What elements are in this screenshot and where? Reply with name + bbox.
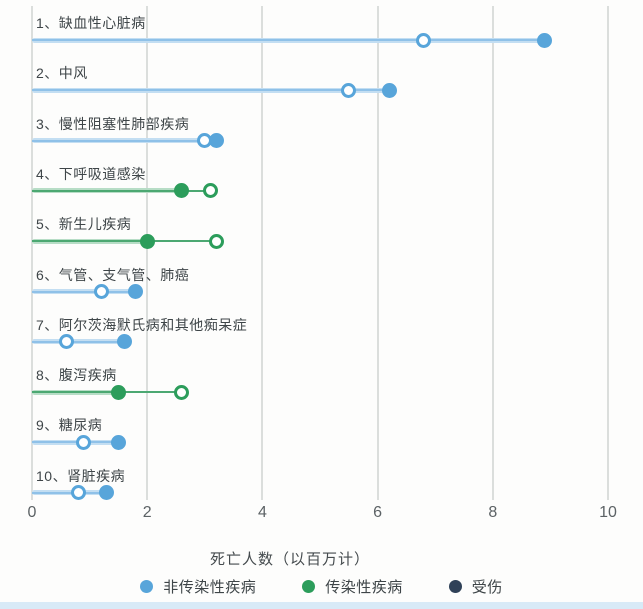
x-tick-label: 2 [142,504,152,521]
connector-line [32,391,182,394]
row-label: 1、缺血性心脏病 [36,15,146,31]
row-label: 3、慢性阻塞性肺部疾病 [36,115,190,132]
filled-dot[interactable] [174,183,190,199]
filled-dot[interactable] [537,32,553,48]
gridline-x8 [491,6,494,500]
row-label: 4、下呼吸道感染 [36,165,146,182]
connector-line [32,89,390,92]
gridline-x6 [376,6,379,500]
x-tick-label: 10 [599,504,617,521]
filled-dot[interactable] [110,384,126,400]
gridline-x0 [31,6,33,500]
gridline-x4 [261,6,264,500]
filled-dot[interactable] [110,434,126,450]
open-dot[interactable] [174,384,190,400]
legend-dot-icon [140,580,154,593]
row-label: 8、腹泻疾病 [36,367,117,384]
open-dot[interactable] [59,334,75,350]
row-label: 10、肾脏疾病 [36,467,126,484]
x-tick-label: 6 [373,504,383,521]
open-dot[interactable] [93,284,109,299]
filled-dot[interactable] [208,133,224,149]
filled-dot[interactable] [116,334,132,350]
row-label: 2、中风 [36,65,88,82]
filled-dot[interactable] [128,284,144,299]
connector-line [32,441,119,444]
legend: 非传染性疾病 传染性疾病 受伤 [0,576,643,597]
connector-line [32,189,211,192]
connector-line [32,491,107,494]
x-tick-label: 4 [257,504,267,521]
gridline-x2 [146,6,149,500]
x-tick-label: 0 [27,504,37,521]
connector-line [32,139,217,142]
open-dot[interactable] [416,32,432,48]
legend-item[interactable]: 受伤 [448,576,503,597]
filled-dot[interactable] [99,485,115,501]
connector-line [32,340,125,343]
x-axis-title: 死亡人数（以百万计） [209,551,370,568]
row-label: 6、气管、支气管、肺癌 [36,266,190,283]
legend-label: 非传染性疾病 [163,579,257,596]
open-dot[interactable] [341,82,357,98]
row-label: 5、新生儿疾病 [36,216,132,233]
legend-dot-icon [302,580,316,593]
connector-line [32,240,217,243]
legend-item[interactable]: 非传染性疾病 [140,576,256,597]
legend-dot-icon [448,580,462,593]
row-label: 9、糖尿病 [36,417,103,434]
gridline-x10 [607,6,609,500]
filled-dot[interactable] [139,233,155,249]
open-dot[interactable] [76,434,92,450]
connector-line [32,290,136,293]
open-dot[interactable] [70,485,86,501]
legend-label: 传染性疾病 [325,579,403,596]
bottom-strip [0,602,643,609]
legend-label: 受伤 [471,579,503,596]
open-dot[interactable] [203,183,219,199]
open-dot[interactable] [208,233,224,249]
filled-dot[interactable] [381,82,397,98]
x-tick-label: 8 [488,504,498,521]
row-label: 7、阿尔茨海默氏病和其他痴呆症 [36,316,248,333]
connector-line [32,39,545,41]
legend-item[interactable]: 传染性疾病 [302,576,403,597]
